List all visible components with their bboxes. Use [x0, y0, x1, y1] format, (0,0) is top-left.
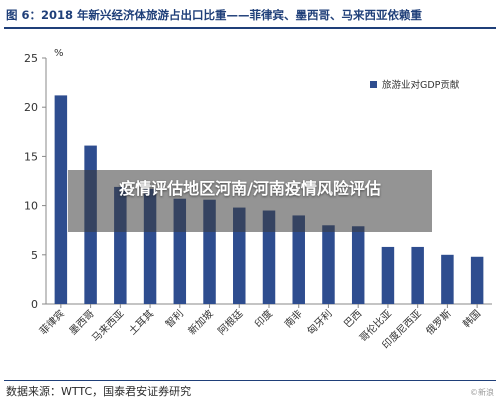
bar [441, 254, 454, 304]
x-tick-label: 智利 [163, 307, 186, 330]
x-tick-label: 匈牙利 [304, 307, 334, 337]
y-tick-label: 0 [31, 298, 38, 311]
bar [381, 246, 395, 304]
x-tick-label: 韩国 [460, 307, 483, 330]
y-tick-label: 20 [24, 101, 38, 114]
x-tick-label: 南非 [282, 307, 305, 330]
watermark-logo: ©新浪 [470, 388, 494, 397]
bar [262, 210, 276, 304]
overlay-banner: 疫情评估地区河南/河南疫情风险评估 [68, 170, 432, 232]
x-tick-label: 马来西亚 [90, 308, 127, 345]
bar [322, 225, 335, 304]
y-tick-label: 25 [24, 52, 38, 65]
y-tick-label: 10 [24, 200, 38, 213]
bar [54, 95, 68, 304]
y-unit-label: % [54, 48, 64, 59]
x-tick-label: 墨西哥 [67, 308, 97, 338]
x-tick-label: 菲律宾 [37, 307, 67, 337]
x-tick-label: 阿根廷 [215, 307, 245, 337]
legend-swatch [370, 81, 377, 88]
figure-caption: 图 6：2018 年新兴经济体旅游占出口比重——菲律宾、墨西哥、马来西亚依赖重 [6, 8, 423, 22]
x-tick-label: 土耳其 [126, 307, 156, 337]
x-tick-label: 俄罗斯 [423, 307, 453, 337]
y-tick-label: 15 [24, 150, 38, 163]
source-note: 数据来源：WTTC，国泰君安证券研究 [6, 385, 192, 398]
bar [292, 215, 305, 304]
x-tick-label: 印度 [252, 307, 275, 330]
bar [470, 256, 484, 304]
footer-rule [4, 380, 496, 381]
caption-rule [4, 27, 496, 29]
x-tick-label: 新加坡 [185, 307, 215, 337]
bar [411, 246, 424, 304]
bar [351, 226, 365, 304]
x-tick-label: 巴西 [342, 308, 365, 331]
y-tick-label: 5 [31, 249, 38, 262]
legend-label: 旅游业对GDP贡献 [382, 79, 460, 91]
